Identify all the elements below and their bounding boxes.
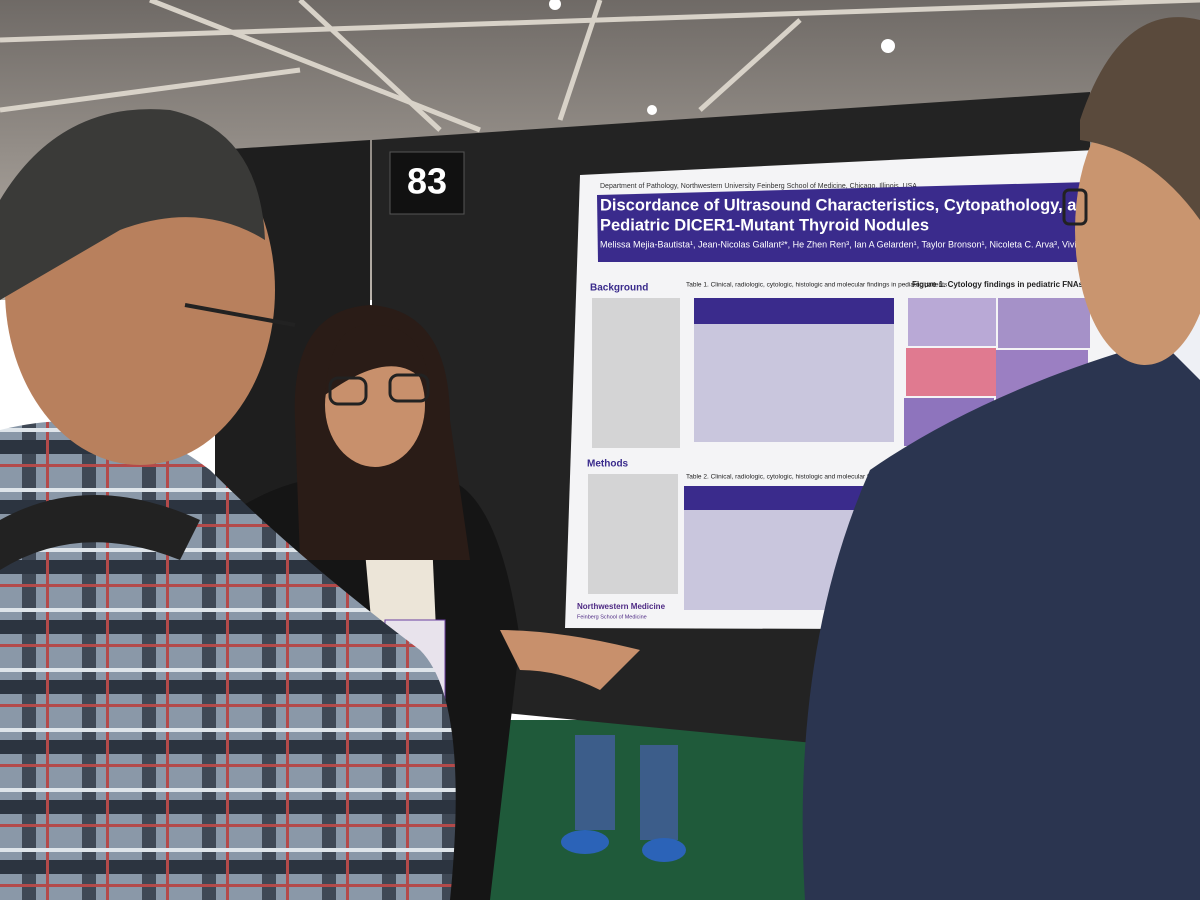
logo: Northwestern Medicine: [577, 602, 666, 611]
body-text: [588, 298, 680, 594]
poster-title-bar: [597, 182, 1092, 262]
background-people: [561, 735, 686, 862]
ceiling-trusses: [0, 0, 1200, 133]
section-heading: Background: [590, 283, 648, 294]
section-heading: Methods: [587, 459, 629, 470]
figure-caption: Figure 1. Cytology findings in pediatric…: [912, 280, 1084, 289]
table-header: [684, 486, 879, 510]
poster-title: Discordance of Ultrasound Characteristic…: [600, 196, 1133, 214]
table-body: [694, 324, 894, 442]
table-caption: Table 1. Clinical, radiologic, cytologic…: [686, 282, 948, 289]
ceiling-light: [549, 0, 561, 10]
poster-authors: Melissa Mejia-Bautista¹, Jean-Nicolas Ga…: [600, 239, 1094, 249]
poster-affiliation: Department of Pathology, Northwestern Un…: [600, 183, 917, 190]
logo-sub: Feinberg School of Medicine: [577, 614, 647, 620]
board-number-plate: [389, 151, 465, 215]
ceiling-light: [647, 105, 657, 115]
right-man: [802, 17, 1200, 900]
board-number: 83: [407, 161, 447, 202]
table-caption: Table 2. Clinical, radiologic, cytologic…: [686, 474, 937, 481]
left-man: [0, 109, 456, 900]
table-header: [694, 298, 894, 324]
poster-title: Pediatric DICER1-Mutant Thyroid Nodules: [600, 216, 929, 234]
ceiling-light: [881, 39, 895, 53]
